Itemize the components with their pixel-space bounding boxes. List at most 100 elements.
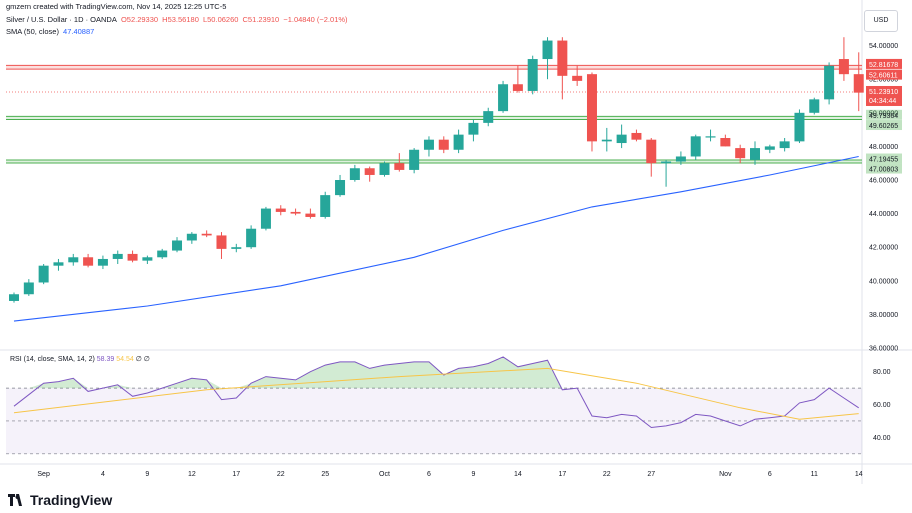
time-tick-label: Oct: [379, 471, 390, 478]
sma-line: [13, 155, 859, 322]
price-tick-label: 42.00000: [869, 245, 898, 252]
time-tick-label: 12: [188, 471, 196, 478]
rsi-legend: RSI (14, close, SMA, 14, 2) 58.39 54.54 …: [10, 355, 150, 363]
time-tick-label: 9: [471, 471, 475, 478]
candle-body: [394, 163, 405, 170]
rsi-ma-value: 54.54: [116, 356, 134, 363]
support-label-bg: [866, 163, 902, 174]
candle-body: [379, 163, 390, 175]
time-tick-label: Sep: [37, 471, 50, 478]
time-tick-label: 14: [514, 471, 522, 478]
price-tick-label: 50.00000: [869, 110, 898, 117]
candle-body: [305, 213, 316, 217]
candle-body: [690, 136, 701, 157]
candle-body: [231, 247, 242, 249]
candle-body: [335, 180, 346, 196]
rsi-empty-icons: ∅ ∅: [135, 356, 150, 363]
candle-body: [601, 139, 612, 142]
rsi-tick-label: 80.00: [873, 369, 891, 376]
candle-body: [720, 138, 731, 147]
candle-body: [542, 40, 553, 60]
candle-body: [794, 112, 805, 142]
candle-body: [349, 168, 360, 180]
candle-body: [83, 257, 94, 266]
rsi-overbought-fill: [14, 356, 859, 389]
candle-body: [646, 139, 657, 164]
candle-body: [423, 139, 434, 150]
candle-body: [453, 134, 464, 150]
candle-body: [53, 262, 64, 266]
candle-body: [142, 257, 153, 261]
candle-body: [438, 139, 449, 150]
resistance-zone: [6, 65, 862, 70]
rsi-tick-label: 40.00: [873, 435, 891, 442]
candle-body: [260, 208, 271, 229]
candle-countdown: 04:34:44: [869, 98, 896, 105]
support-zone: [6, 160, 862, 164]
rsi-label[interactable]: RSI (14, close, SMA, 14, 2): [10, 356, 95, 363]
candle-body: [157, 250, 168, 258]
candle-body: [661, 161, 672, 164]
time-tick-label: 6: [768, 471, 772, 478]
chart-credit: gmzern created with TradingView.com, Nov…: [6, 2, 227, 11]
time-tick-label: 11: [811, 471, 818, 478]
time-tick-label: 9: [145, 471, 149, 478]
symbol-name[interactable]: Silver / U.S. Dollar · 1D · OANDA: [6, 15, 117, 24]
support-label-bottom: 47.00803: [869, 167, 898, 174]
tradingview-wordmark: TradingView: [30, 492, 113, 508]
support-label-bg: [866, 120, 902, 131]
candle-body: [320, 195, 331, 217]
resistance-label-top: 52.81678: [869, 62, 898, 69]
time-tick-label: 27: [647, 471, 655, 478]
candle-body: [409, 149, 420, 170]
candle-body: [23, 282, 34, 295]
candle-body: [483, 111, 494, 123]
candle-body: [9, 294, 19, 301]
candle-body: [97, 258, 108, 266]
symbol-legend: Silver / U.S. Dollar · 1D · OANDA O52.29…: [6, 15, 350, 24]
candle-body: [779, 141, 790, 149]
last-price-label-bg: [866, 85, 902, 106]
candle-body: [275, 208, 286, 212]
candle-body: [112, 253, 123, 259]
candle-body: [201, 233, 212, 236]
support-label-top: 49.79364: [869, 113, 898, 120]
time-tick-label: 22: [603, 471, 611, 478]
sma-legend: SMA (50, close) 47.40887: [6, 27, 96, 36]
candle-body: [572, 75, 583, 81]
candle-body: [853, 74, 864, 93]
candle-body: [705, 136, 716, 138]
time-tick-label: 17: [558, 471, 566, 478]
support-zone: [6, 116, 862, 120]
time-tick-label: 6: [427, 471, 431, 478]
price-tick-label: 46.00000: [869, 178, 898, 185]
price-tick-label: 40.00000: [869, 278, 898, 285]
candle-body: [838, 59, 849, 75]
rsi-value: 58.39: [96, 356, 115, 363]
sma-label[interactable]: SMA (50, close): [6, 27, 59, 36]
currency-button[interactable]: USD: [864, 10, 898, 32]
resistance-label-bg: [866, 58, 902, 69]
support-label-top: 47.19455: [869, 157, 898, 164]
time-tick-label: 22: [277, 471, 285, 478]
candle-body: [809, 99, 820, 113]
candle-body: [468, 122, 479, 135]
candle-body: [290, 211, 301, 214]
candle-body: [38, 265, 49, 283]
resistance-label-bg: [866, 69, 902, 80]
resistance-label-bottom: 52.60611: [869, 73, 898, 80]
candle-body: [498, 84, 509, 112]
price-tick-label: 38.00000: [869, 312, 898, 319]
ohlc-change: −1.04840 (−2.01%): [283, 15, 348, 24]
rsi-tick-label: 60.00: [873, 402, 891, 409]
candle-body: [246, 228, 257, 248]
tradingview-logo: TradingView: [8, 492, 112, 508]
candle-body: [557, 40, 568, 76]
candle-body: [586, 74, 597, 142]
candle-body: [216, 235, 227, 249]
price-tick-label: 54.00000: [869, 43, 898, 50]
ohlc-open: O52.29330: [120, 15, 159, 24]
candle-body: [824, 65, 835, 100]
support-label-bg: [866, 153, 902, 164]
